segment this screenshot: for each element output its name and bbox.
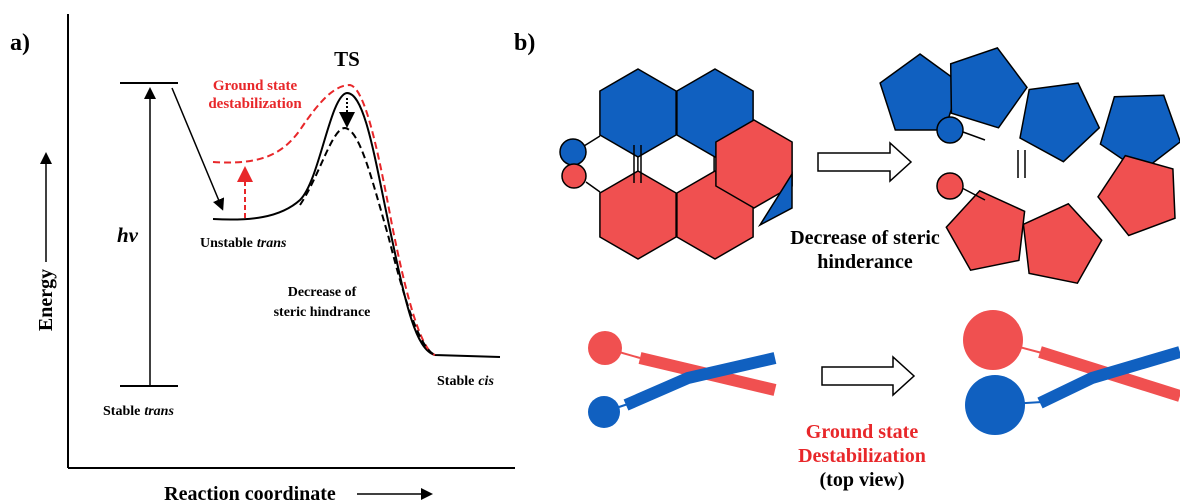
bond <box>584 136 600 146</box>
label-part: Stable <box>103 404 140 419</box>
label-part: cis <box>478 374 494 389</box>
annotation: Unstable trans <box>200 236 287 251</box>
caption: Destabilization <box>798 445 926 467</box>
ring <box>1098 156 1175 236</box>
lowered-curve <box>300 128 435 355</box>
hv-label: hv <box>117 223 139 247</box>
process-arrow <box>818 143 911 181</box>
atom <box>588 396 620 428</box>
annotation: steric hindrance <box>274 305 371 320</box>
caption: Ground state <box>806 421 919 443</box>
ts-label: TS <box>334 47 360 71</box>
label-part: trans <box>257 236 287 251</box>
atom <box>562 164 586 188</box>
annotation: destabilization <box>208 96 302 112</box>
process-arrow <box>822 357 914 395</box>
label-part: Unstable <box>200 236 253 251</box>
atom <box>588 331 622 365</box>
annotation: Ground state <box>213 78 298 94</box>
atom <box>937 173 963 199</box>
atom <box>560 139 586 165</box>
panel-b: b) Decrease of steric hinderance Ground … <box>514 30 1180 491</box>
ring <box>1023 204 1101 283</box>
caption: Decrease of steric <box>790 227 940 249</box>
panel-a: a) Energy Reaction coordinate TS Ground … <box>10 14 515 502</box>
bond <box>586 182 600 192</box>
panel-label: a) <box>10 30 30 56</box>
x-axis-title: Reaction coordinate <box>164 483 336 502</box>
figure: a) Energy Reaction coordinate TS Ground … <box>0 0 1180 502</box>
label-part: trans <box>144 404 174 419</box>
annotation: Decrease of <box>288 285 357 300</box>
annotation: Stable cis <box>437 374 494 389</box>
ring <box>946 191 1024 270</box>
bond <box>963 132 985 140</box>
ring <box>1020 83 1099 162</box>
label-part: Stable <box>437 374 474 389</box>
atom <box>963 310 1023 370</box>
ring <box>951 48 1027 128</box>
caption: hinderance <box>817 251 913 273</box>
caption: (top view) <box>820 469 905 491</box>
panel-label: b) <box>514 30 535 56</box>
atom <box>965 375 1025 435</box>
y-axis-title: Energy <box>35 269 57 331</box>
annotation: Stable trans <box>103 404 174 419</box>
atom <box>937 117 963 143</box>
